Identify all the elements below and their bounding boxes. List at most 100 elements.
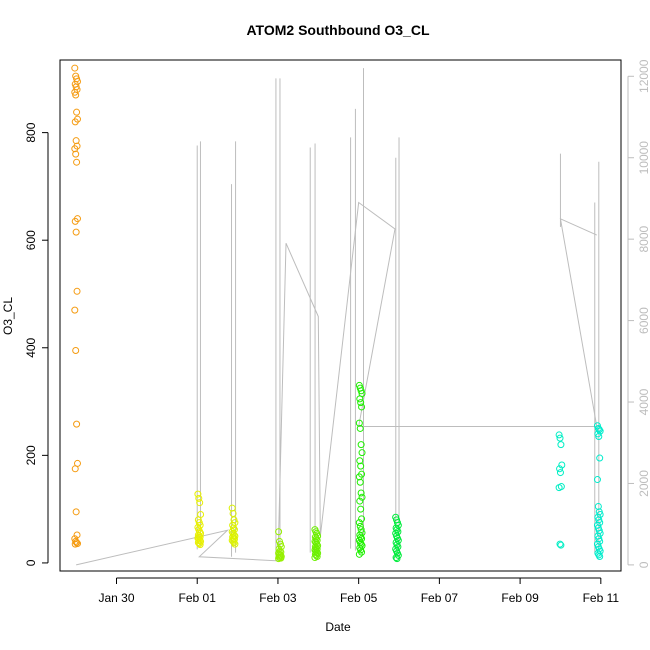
y-axis-right: 0 2000 4000 6000 8000 10000 12000 — [627, 59, 650, 568]
scatter-point — [196, 541, 204, 549]
y-tick-label: 400 — [24, 337, 38, 357]
scatter-point — [72, 91, 80, 99]
y-tick-label: 200 — [24, 445, 38, 465]
scatter-point — [228, 504, 236, 512]
scatter-point — [311, 550, 319, 558]
x-axis-label: Date — [325, 620, 351, 634]
scatter-series — [275, 528, 285, 563]
scatter-point — [357, 489, 365, 497]
x-tick-label: Feb 07 — [421, 591, 459, 605]
y-right-tick-label: 2000 — [637, 470, 650, 497]
scatter-point — [195, 494, 203, 502]
chart-title: ATOM2 Southbound O3_CL — [246, 22, 429, 38]
scatter-series — [71, 64, 81, 548]
scatter-points-layer — [71, 64, 604, 563]
scatter-point — [275, 528, 283, 536]
y-right-tick-label: 6000 — [637, 307, 650, 334]
scatter-point — [71, 145, 79, 153]
scatter-point — [355, 550, 363, 558]
scatter-point — [558, 461, 566, 469]
scatter-point — [596, 547, 604, 555]
y-right-tick-label: 10000 — [637, 141, 650, 175]
scatter-point — [355, 519, 363, 527]
scatter-point — [276, 550, 284, 558]
scatter-point — [71, 217, 79, 225]
secondary-series-line — [76, 201, 598, 566]
scatter-point — [392, 554, 400, 562]
scatter-point — [72, 150, 80, 158]
secondary-line-layer — [76, 68, 600, 566]
scatter-point — [393, 555, 401, 563]
scatter-point — [357, 441, 365, 449]
scatter-point — [593, 476, 601, 484]
scatter-point — [556, 469, 564, 477]
x-axis: Jan 30 Feb 01 Feb 03 Feb 05 Feb 07 Feb 09 Feb … — [98, 577, 620, 605]
y-right-tick-label: 8000 — [637, 225, 650, 252]
scatter-series — [593, 422, 604, 560]
y-axis-left: 0 200 400 600 800 — [24, 122, 49, 566]
scatter-point — [594, 502, 602, 510]
x-tick-label: Feb 01 — [179, 591, 217, 605]
x-tick-label: Feb 11 — [583, 591, 620, 605]
scatter-point — [72, 537, 80, 545]
scatter-series — [355, 381, 366, 558]
scatter-point — [555, 431, 563, 439]
scatter-point — [71, 118, 79, 126]
scatter-point — [555, 484, 563, 492]
scatter-point — [358, 449, 366, 457]
scatter-point — [356, 497, 364, 505]
scatter-series — [228, 504, 239, 548]
scatter-point — [557, 441, 565, 449]
scatter-point — [71, 306, 79, 314]
scatter-point — [275, 555, 283, 563]
scatter-point — [557, 541, 565, 549]
y-axis-label: O3_CL — [1, 297, 15, 335]
y-right-tick-label: 0 — [637, 561, 650, 568]
scatter-point — [277, 543, 285, 551]
scatter-point — [73, 420, 81, 428]
y-tick-label: 0 — [24, 559, 38, 566]
scatter-point — [356, 478, 364, 486]
scatter-series — [392, 513, 402, 563]
scatter-point — [356, 395, 364, 403]
scatter-point — [71, 540, 79, 548]
scatter-point — [231, 540, 239, 548]
scatter-point — [73, 531, 81, 539]
y-right-tick-label: 12000 — [637, 59, 650, 93]
scatter-point — [72, 346, 80, 354]
scatter-point — [556, 465, 564, 473]
scatter-point — [356, 457, 364, 465]
scatter-point — [358, 403, 366, 411]
scatter-point — [357, 505, 365, 513]
scatter-point — [73, 287, 81, 295]
scatter-point — [71, 64, 79, 72]
x-tick-label: Feb 09 — [501, 591, 539, 605]
scatter-point — [556, 540, 564, 548]
scatter-point — [355, 473, 363, 481]
scatter-point — [71, 465, 79, 473]
scatter-series — [194, 490, 205, 549]
scatter-point — [394, 551, 402, 559]
scatter-point — [356, 522, 364, 530]
scatter-series — [555, 431, 566, 549]
scatter-point — [556, 434, 564, 442]
scatter-point — [356, 424, 364, 432]
y-tick-label: 600 — [24, 230, 38, 250]
scatter-point — [194, 538, 202, 546]
y-right-tick-label: 4000 — [637, 388, 650, 415]
scatter-point — [194, 490, 202, 498]
scatter-point — [73, 538, 81, 546]
scatter-point — [72, 508, 80, 516]
scatter-point — [358, 548, 366, 556]
scatter-point — [72, 228, 80, 236]
axes-layer: 0200400600800020004000600080001000012000… — [24, 59, 650, 605]
scatter-point — [596, 552, 604, 560]
scatter-point — [595, 433, 603, 441]
scatter-point — [195, 540, 203, 548]
scatter-point — [358, 493, 366, 501]
scatter-point — [311, 554, 319, 562]
scatter-point — [73, 158, 81, 166]
x-tick-label: Jan 30 — [98, 591, 134, 605]
scatter-point — [596, 454, 604, 462]
